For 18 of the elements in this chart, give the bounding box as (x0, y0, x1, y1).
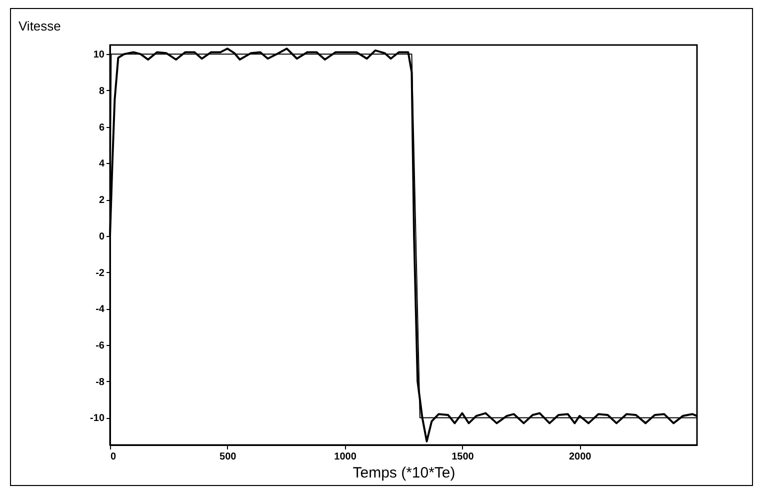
y-tick-label: 2 (98, 195, 105, 206)
x-tick-label: 2000 (568, 452, 592, 462)
x-tick-label: 1000 (334, 452, 357, 462)
y-tick-label: 0 (98, 231, 105, 242)
y-tick-label: -6 (96, 340, 105, 352)
y-tick-label: 6 (98, 122, 105, 134)
x-tick-label: 0 (110, 452, 116, 462)
x-tick-label: 500 (220, 452, 237, 462)
y-tick-label: 8 (98, 86, 105, 97)
y-axis-title: Vitesse (18, 18, 61, 34)
x-axis-title: Temps (*10*Te) (352, 464, 456, 482)
y-tick-label: -10 (90, 413, 105, 424)
x-tick-label: 1500 (452, 452, 474, 462)
y-tick-label: -8 (96, 376, 105, 388)
y-tick-label: -4 (96, 304, 105, 316)
y-tick-label: 4 (98, 158, 105, 170)
y-tick-label: 10 (93, 50, 105, 61)
y-tick-label: -2 (96, 268, 105, 279)
